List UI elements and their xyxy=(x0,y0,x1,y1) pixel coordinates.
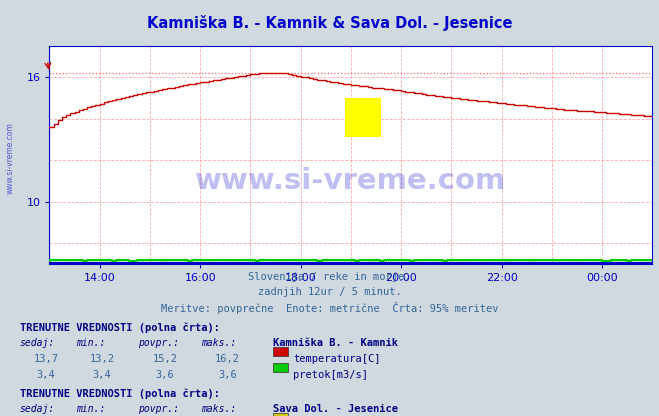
Text: zadnjih 12ur / 5 minut.: zadnjih 12ur / 5 minut. xyxy=(258,287,401,297)
Text: min.:: min.: xyxy=(76,338,105,348)
Text: 3,6: 3,6 xyxy=(218,370,237,380)
Text: 16,2: 16,2 xyxy=(215,354,240,364)
Text: TRENUTNE VREDNOSTI (polna črta):: TRENUTNE VREDNOSTI (polna črta): xyxy=(20,322,219,333)
Text: min.:: min.: xyxy=(76,404,105,414)
Text: Slovenija / reke in morje.: Slovenija / reke in morje. xyxy=(248,272,411,282)
Text: www.si-vreme.com: www.si-vreme.com xyxy=(195,167,507,195)
Text: temperatura[C]: temperatura[C] xyxy=(293,354,381,364)
Text: sedaj:: sedaj: xyxy=(20,404,55,414)
Text: 3,4: 3,4 xyxy=(37,370,55,380)
Text: TRENUTNE VREDNOSTI (polna črta):: TRENUTNE VREDNOSTI (polna črta): xyxy=(20,389,219,399)
Text: 3,6: 3,6 xyxy=(156,370,174,380)
Text: Kamniška B. - Kamnik & Sava Dol. - Jesenice: Kamniška B. - Kamnik & Sava Dol. - Jesen… xyxy=(147,15,512,30)
Text: Kamniška B. - Kamnik: Kamniška B. - Kamnik xyxy=(273,338,399,348)
Text: 13,7: 13,7 xyxy=(34,354,59,364)
Text: maks.:: maks.: xyxy=(201,338,236,348)
FancyBboxPatch shape xyxy=(345,98,381,137)
Text: 13,2: 13,2 xyxy=(90,354,115,364)
Text: povpr.:: povpr.: xyxy=(138,404,179,414)
Text: pretok[m3/s]: pretok[m3/s] xyxy=(293,370,368,380)
Text: povpr.:: povpr.: xyxy=(138,338,179,348)
Text: maks.:: maks.: xyxy=(201,404,236,414)
Text: 3,4: 3,4 xyxy=(93,370,111,380)
Text: Sava Dol. - Jesenice: Sava Dol. - Jesenice xyxy=(273,404,399,414)
Text: sedaj:: sedaj: xyxy=(20,338,55,348)
Text: Meritve: povprečne  Enote: metrične  Črta: 95% meritev: Meritve: povprečne Enote: metrične Črta:… xyxy=(161,302,498,314)
Text: www.si-vreme.com: www.si-vreme.com xyxy=(5,122,14,194)
Text: 15,2: 15,2 xyxy=(152,354,177,364)
